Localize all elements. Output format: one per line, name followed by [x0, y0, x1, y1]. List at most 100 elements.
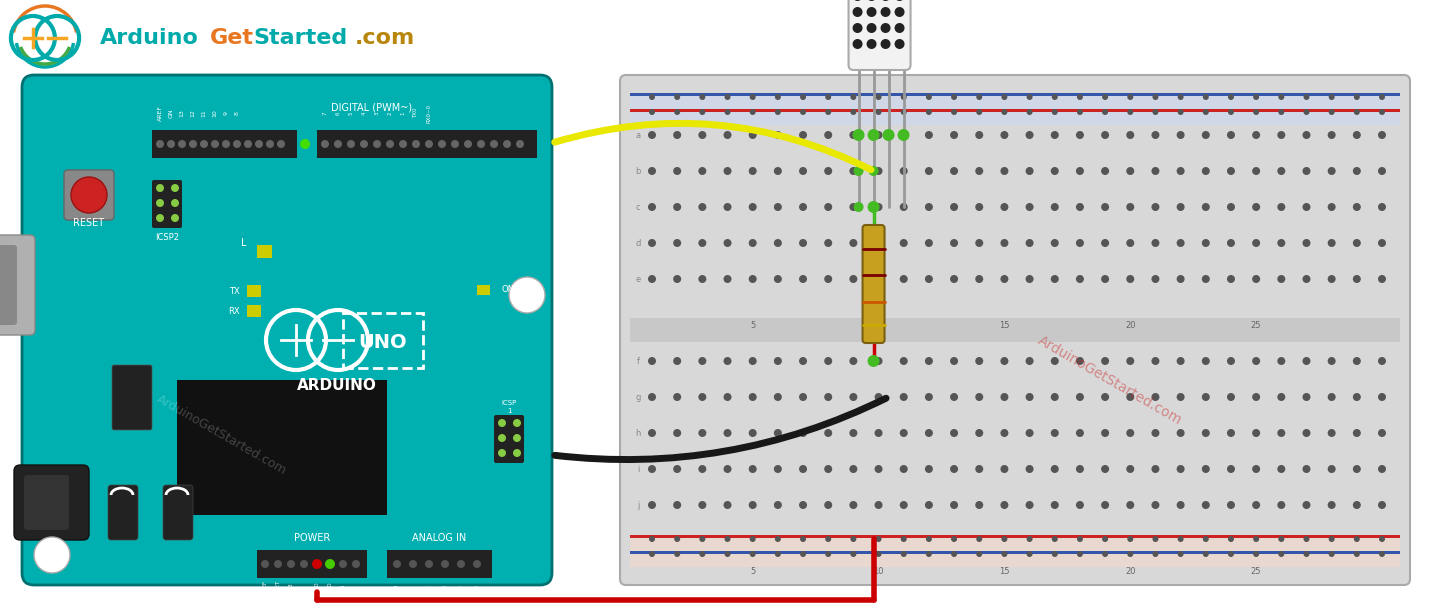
Circle shape — [699, 551, 705, 557]
Text: 4: 4 — [362, 111, 366, 114]
Circle shape — [849, 167, 857, 175]
Circle shape — [1051, 167, 1058, 175]
Circle shape — [1101, 429, 1109, 437]
Circle shape — [1027, 94, 1032, 100]
Circle shape — [975, 429, 984, 437]
Circle shape — [900, 239, 908, 247]
Circle shape — [1278, 109, 1284, 115]
Circle shape — [1328, 501, 1335, 509]
Circle shape — [325, 559, 335, 569]
Circle shape — [1277, 203, 1285, 211]
Circle shape — [1354, 536, 1360, 542]
Circle shape — [322, 140, 329, 148]
Circle shape — [1278, 551, 1284, 557]
Circle shape — [1101, 536, 1109, 542]
Circle shape — [1252, 203, 1261, 211]
Circle shape — [1001, 465, 1008, 473]
Circle shape — [287, 560, 294, 568]
Circle shape — [399, 140, 406, 148]
Circle shape — [1101, 551, 1109, 557]
Circle shape — [925, 131, 933, 139]
Circle shape — [900, 203, 908, 211]
Circle shape — [925, 465, 933, 473]
Circle shape — [1353, 167, 1361, 175]
Circle shape — [798, 465, 807, 473]
Bar — [630, 93, 1400, 96]
Circle shape — [1379, 551, 1384, 557]
Circle shape — [233, 140, 241, 148]
Circle shape — [798, 203, 807, 211]
Circle shape — [975, 203, 984, 211]
Circle shape — [976, 551, 982, 557]
Circle shape — [876, 551, 882, 557]
Text: 12: 12 — [191, 109, 195, 117]
Text: 1: 1 — [401, 111, 405, 114]
Text: ArduinoGetStarted.com: ArduinoGetStarted.com — [1035, 334, 1185, 428]
Circle shape — [1126, 203, 1134, 211]
Circle shape — [648, 429, 656, 437]
Circle shape — [1202, 429, 1209, 437]
Circle shape — [875, 167, 883, 175]
Circle shape — [1001, 501, 1008, 509]
Circle shape — [850, 551, 856, 557]
Circle shape — [824, 131, 833, 139]
Circle shape — [1254, 536, 1259, 542]
Circle shape — [900, 465, 908, 473]
Circle shape — [1252, 275, 1261, 283]
FancyBboxPatch shape — [620, 75, 1410, 585]
Circle shape — [976, 536, 982, 542]
Circle shape — [748, 357, 757, 365]
Circle shape — [724, 275, 731, 283]
Circle shape — [724, 203, 731, 211]
Circle shape — [750, 109, 755, 115]
Text: UNO: UNO — [359, 334, 408, 353]
Circle shape — [774, 429, 781, 437]
Circle shape — [866, 23, 876, 33]
Text: A1: A1 — [411, 583, 416, 593]
Circle shape — [798, 357, 807, 365]
Text: RESET: RESET — [276, 579, 280, 597]
Circle shape — [1379, 94, 1384, 100]
Circle shape — [277, 140, 284, 148]
Circle shape — [1001, 94, 1008, 100]
Bar — [257, 245, 271, 258]
Text: A3: A3 — [442, 583, 448, 593]
Bar — [477, 285, 490, 295]
Circle shape — [724, 501, 731, 509]
Circle shape — [648, 275, 656, 283]
Circle shape — [698, 393, 707, 401]
Circle shape — [1101, 501, 1109, 509]
Text: h: h — [635, 429, 640, 437]
Circle shape — [1178, 536, 1183, 542]
Circle shape — [1153, 551, 1159, 557]
Circle shape — [1353, 131, 1361, 139]
Circle shape — [441, 560, 449, 568]
Circle shape — [875, 239, 883, 247]
Circle shape — [875, 131, 883, 139]
Circle shape — [312, 559, 322, 569]
Circle shape — [798, 167, 807, 175]
Circle shape — [1076, 203, 1084, 211]
Circle shape — [1328, 465, 1335, 473]
Circle shape — [1152, 465, 1159, 473]
Circle shape — [1277, 429, 1285, 437]
Bar — [630, 535, 1400, 567]
Circle shape — [1328, 131, 1335, 139]
Circle shape — [775, 94, 781, 100]
Circle shape — [951, 536, 956, 542]
Circle shape — [925, 239, 933, 247]
Circle shape — [699, 536, 705, 542]
Circle shape — [498, 434, 505, 442]
FancyBboxPatch shape — [152, 180, 182, 228]
Circle shape — [748, 203, 757, 211]
Circle shape — [1226, 429, 1235, 437]
Text: a: a — [636, 130, 640, 139]
Circle shape — [457, 560, 465, 568]
Circle shape — [326, 560, 335, 568]
Circle shape — [1302, 465, 1311, 473]
FancyBboxPatch shape — [65, 170, 113, 220]
Circle shape — [699, 94, 705, 100]
Text: .com: .com — [355, 28, 415, 48]
Circle shape — [1051, 429, 1058, 437]
Circle shape — [1328, 167, 1335, 175]
